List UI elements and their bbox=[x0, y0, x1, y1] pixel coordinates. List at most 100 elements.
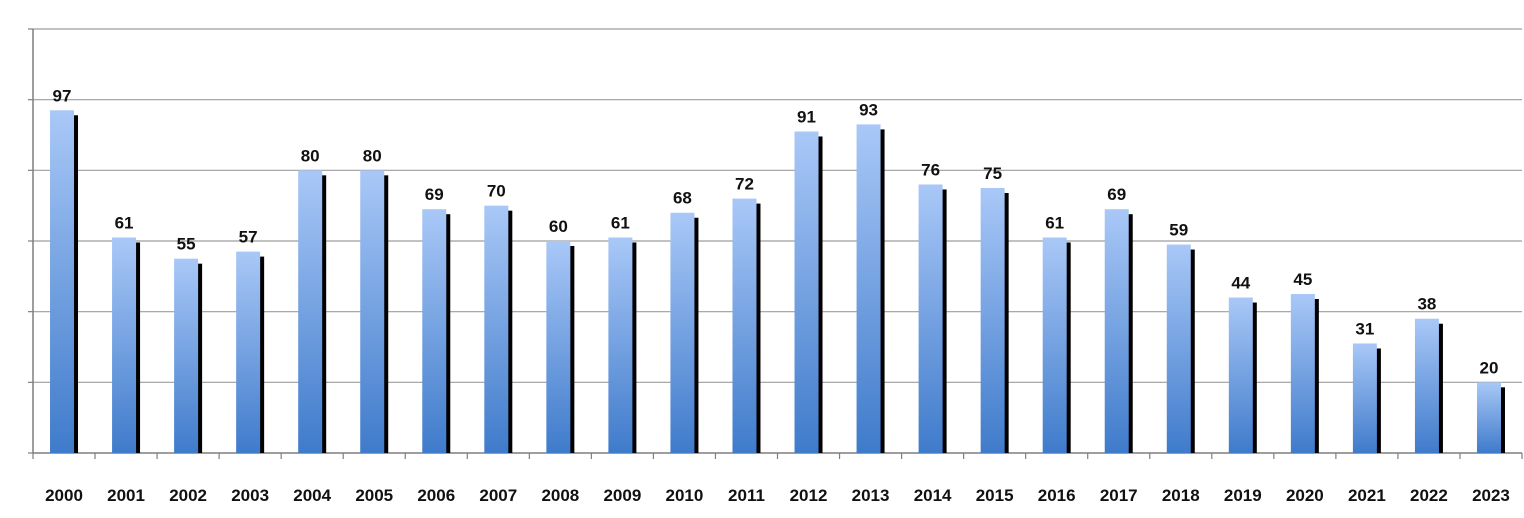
data-label-2021: 31 bbox=[1355, 319, 1374, 338]
x-tick-label-2003: 2003 bbox=[231, 486, 269, 505]
gridlines bbox=[33, 28, 1522, 383]
data-label-2014: 76 bbox=[921, 160, 940, 179]
bar-rect bbox=[112, 237, 137, 453]
x-tick-label-2020: 2020 bbox=[1286, 486, 1324, 505]
bar-rect bbox=[1476, 382, 1501, 453]
bar-rect bbox=[422, 209, 447, 453]
bar-rect bbox=[236, 251, 261, 453]
x-tick-label-2009: 2009 bbox=[603, 486, 641, 505]
bar-2020 bbox=[1290, 294, 1319, 453]
data-label-2017: 69 bbox=[1107, 185, 1126, 204]
x-tick-label-2021: 2021 bbox=[1348, 486, 1386, 505]
bar-rect bbox=[608, 237, 633, 453]
bar-2001 bbox=[112, 237, 141, 453]
bar-2017 bbox=[1104, 209, 1133, 453]
bar-rect bbox=[918, 184, 943, 453]
data-label-2007: 70 bbox=[487, 182, 506, 201]
data-label-2001: 61 bbox=[115, 213, 134, 232]
bar-2003 bbox=[236, 251, 265, 453]
x-tick-label-2017: 2017 bbox=[1100, 486, 1138, 505]
bar-2014 bbox=[918, 184, 947, 453]
bar-rect bbox=[174, 258, 199, 453]
bar-rect bbox=[856, 124, 881, 454]
bar-2021 bbox=[1352, 343, 1381, 453]
data-labels: 97 61 55 57 80 80 69 70 60 61 68 72 91 93 76 75 61 69 59 44… bbox=[53, 86, 1499, 377]
data-label-2008: 60 bbox=[549, 217, 568, 236]
data-label-2012: 91 bbox=[797, 107, 816, 126]
x-tick-label-2005: 2005 bbox=[355, 486, 393, 505]
bar-rect bbox=[298, 170, 323, 454]
bar-rect bbox=[360, 170, 385, 454]
x-tick-label-2002: 2002 bbox=[169, 486, 207, 505]
data-label-2000: 97 bbox=[53, 86, 72, 105]
bar-rect bbox=[484, 205, 509, 453]
bar-2018 bbox=[1166, 244, 1195, 453]
bar-2000 bbox=[50, 110, 79, 454]
bar-2010 bbox=[670, 212, 699, 453]
data-label-2006: 69 bbox=[425, 185, 444, 204]
bar-2015 bbox=[980, 188, 1009, 453]
bar-rect bbox=[732, 198, 757, 453]
x-tick-label-2016: 2016 bbox=[1038, 486, 1076, 505]
bar-rect bbox=[1414, 318, 1439, 453]
x-tick-label-2014: 2014 bbox=[914, 486, 952, 505]
bar-2002 bbox=[174, 258, 203, 453]
data-label-2005: 80 bbox=[363, 146, 382, 165]
data-label-2009: 61 bbox=[611, 213, 630, 232]
bars bbox=[50, 110, 1505, 454]
data-label-2004: 80 bbox=[301, 146, 320, 165]
bar-2007 bbox=[484, 205, 513, 453]
data-label-2016: 61 bbox=[1045, 213, 1064, 232]
data-label-2015: 75 bbox=[983, 164, 1002, 183]
bar-2023 bbox=[1476, 382, 1505, 453]
bar-rect bbox=[794, 131, 819, 453]
x-tick-label-2007: 2007 bbox=[479, 486, 517, 505]
bar-rect bbox=[670, 212, 695, 453]
bar-2005 bbox=[360, 170, 389, 454]
data-label-2003: 57 bbox=[239, 228, 258, 247]
bar-rect bbox=[1290, 294, 1315, 453]
x-tick-label-2022: 2022 bbox=[1410, 486, 1448, 505]
x-tick-labels: 2000 2001 2002 2003 2004 2005 2006 2007 2008 2009… bbox=[45, 486, 1510, 505]
data-label-2002: 55 bbox=[177, 235, 196, 254]
bar-rect bbox=[1228, 297, 1253, 453]
bar-rect bbox=[1166, 244, 1191, 453]
bar-2016 bbox=[1042, 237, 1071, 453]
bar-rect bbox=[980, 188, 1005, 453]
x-tick-label-2023: 2023 bbox=[1472, 486, 1510, 505]
data-label-2019: 44 bbox=[1231, 274, 1250, 293]
x-tick-label-2018: 2018 bbox=[1162, 486, 1200, 505]
x-tick-label-2011: 2011 bbox=[728, 486, 765, 505]
bar-2019 bbox=[1228, 297, 1257, 453]
x-tick-label-2015: 2015 bbox=[976, 486, 1014, 505]
bar-rect bbox=[1104, 209, 1129, 453]
x-tick-label-2000: 2000 bbox=[45, 486, 83, 505]
bar-2011 bbox=[732, 198, 761, 453]
x-tick-label-2001: 2001 bbox=[107, 486, 145, 505]
bar-2006 bbox=[422, 209, 451, 453]
x-tick-label-2013: 2013 bbox=[852, 486, 890, 505]
x-tick-label-2012: 2012 bbox=[790, 486, 828, 505]
data-label-2022: 38 bbox=[1417, 295, 1436, 314]
data-label-2013: 93 bbox=[859, 100, 878, 119]
x-tick-label-2010: 2010 bbox=[666, 486, 704, 505]
bar-rect bbox=[1042, 237, 1067, 453]
bar-2022 bbox=[1414, 318, 1443, 453]
bar-rect bbox=[1352, 343, 1377, 453]
bar-2009 bbox=[608, 237, 637, 453]
bar-2012 bbox=[794, 131, 823, 453]
data-label-2018: 59 bbox=[1169, 221, 1188, 240]
bar-rect bbox=[546, 241, 571, 453]
bar-2013 bbox=[856, 124, 885, 454]
axes bbox=[28, 28, 1523, 459]
x-tick-label-2004: 2004 bbox=[293, 486, 331, 505]
bar-2004 bbox=[298, 170, 327, 454]
x-tick-label-2008: 2008 bbox=[541, 486, 579, 505]
data-label-2023: 20 bbox=[1480, 358, 1499, 377]
bar-rect bbox=[50, 110, 75, 454]
data-label-2011: 72 bbox=[735, 175, 754, 194]
x-tick-label-2019: 2019 bbox=[1224, 486, 1262, 505]
data-label-2010: 68 bbox=[673, 189, 692, 208]
data-label-2020: 45 bbox=[1293, 270, 1312, 289]
bar-2008 bbox=[546, 241, 575, 453]
